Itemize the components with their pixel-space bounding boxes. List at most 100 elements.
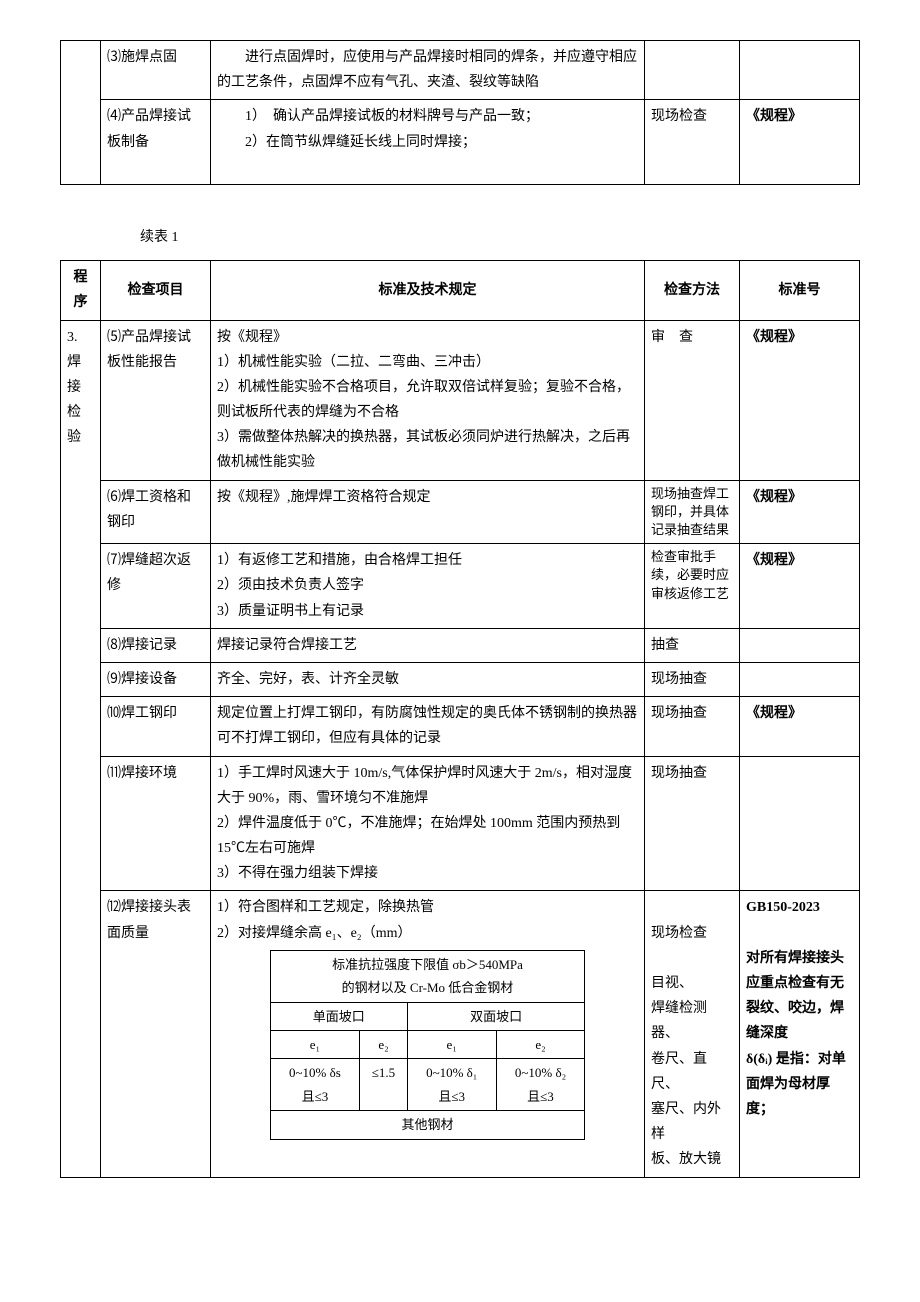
inner-val: 且≤3	[438, 1089, 465, 1104]
item-cell: ⑿焊接接头表面质量	[101, 891, 211, 1177]
main-table: 程序 检查项目 标准及技术规定 检查方法 标准号 3.焊接检验 ⑸产品焊接试板性…	[60, 260, 860, 1177]
spec-cell: 1）手工焊时风速大于 10m/s,气体保护焊时风速大于 2m/s，相对湿度大于 …	[211, 756, 645, 891]
method-cell: 审 查	[645, 320, 740, 480]
item-text: 焊接环境	[121, 766, 177, 781]
spec-line: 1）符合图样和工艺规定，除换热管	[217, 900, 434, 915]
method-line: 卷尺、直尺、	[651, 1052, 707, 1092]
item-number: ⑽	[107, 706, 121, 721]
item-text: 施焊点固	[121, 50, 177, 65]
spec-cell: 1）符合图样和工艺规定，除换热管 2）对接焊缝余高 e₁、e₂（mm） 标准抗拉…	[211, 891, 645, 1177]
table-caption: 续表 1	[140, 225, 860, 250]
spec-cell: 1）有返修工艺和措施，由合格焊工担任 2）须由技术负责人签字 3）质量证明书上有…	[211, 544, 645, 629]
inner-cell: 0~10% δ₂ 且≤3	[496, 1059, 585, 1111]
spec-line: 2）在筒节纵焊缝延长线上同时焊接；	[217, 135, 476, 150]
header-method: 检查方法	[645, 261, 740, 320]
spec-cell: 进行点固焊时，应使用与产品焊接时相同的焊条，并应遵守相应的工艺条件，点固焊不应有…	[211, 41, 645, 100]
table-row: 3.焊接检验 ⑸产品焊接试板性能报告 按《规程》 1）机械性能实验（二拉、二弯曲…	[61, 320, 860, 480]
inner-e2: e₂	[360, 1030, 408, 1058]
method-cell	[645, 41, 740, 100]
inner-e1: e₁	[407, 1030, 496, 1058]
spec-line: 2）须由技术负责人签字	[217, 578, 364, 593]
table-row: ⑶施焊点固 进行点固焊时，应使用与产品焊接时相同的焊条，并应遵守相应的工艺条件，…	[61, 41, 860, 100]
proc-cell	[61, 41, 101, 185]
item-cell: ⑸产品焊接试板性能报告	[101, 320, 211, 480]
inner-header-line: 的钢材以及 Cr-Mo 低合金钢材	[342, 980, 514, 995]
item-number: ⑼	[107, 672, 121, 687]
inner-val: 0~10% δ₂	[515, 1065, 566, 1080]
std-cell: 《规程》	[740, 697, 860, 756]
method-line: 塞尺、内外样	[651, 1102, 721, 1142]
header-spec: 标准及技术规定	[211, 261, 645, 320]
std-cell: 《规程》	[740, 100, 860, 185]
header-row: 程序 检查项目 标准及技术规定 检查方法 标准号	[61, 261, 860, 320]
section-label: 3.焊接检验	[67, 325, 94, 451]
item-number: ⑺	[107, 553, 121, 568]
item-text: 焊接设备	[121, 672, 177, 687]
spec-line: 3）需做整体热解决的换热器，其试板必须同炉进行热解决，之后再做机械性能实验	[217, 430, 630, 470]
top-table-fragment: ⑶施焊点固 进行点固焊时，应使用与产品焊接时相同的焊条，并应遵守相应的工艺条件，…	[60, 40, 860, 185]
inner-header-line: 标准抗拉强度下限值 σb＞540MPa	[332, 957, 523, 972]
method-line: 现场检查	[651, 926, 707, 941]
header-item: 检查项目	[101, 261, 211, 320]
std-cell: 《规程》	[740, 544, 860, 629]
item-number: ⑹	[107, 490, 121, 505]
item-text: 焊接记录	[121, 638, 177, 653]
std-cell	[740, 41, 860, 100]
spec-cell: 焊接记录符合焊接工艺	[211, 628, 645, 662]
item-number: ⑿	[107, 900, 121, 915]
item-cell: ⑷产品焊接试板制备	[101, 100, 211, 185]
spec-line: 按《规程》	[217, 330, 287, 345]
method-cell: 现场检查	[645, 100, 740, 185]
std-cell: 《规程》	[740, 320, 860, 480]
inner-val: 且≤3	[527, 1089, 554, 1104]
inner-spec-table: 标准抗拉强度下限值 σb＞540MPa 的钢材以及 Cr-Mo 低合金钢材 单面…	[270, 950, 586, 1140]
method-cell: 现场抽查	[645, 697, 740, 756]
header-std: 标准号	[740, 261, 860, 320]
spec-line: 1） 确认产品焊接试板的材料牌号与产品一致；	[217, 109, 539, 124]
item-cell: ⑺焊缝超次返修	[101, 544, 211, 629]
inner-cell: 0~10% δ₁ 且≤3	[407, 1059, 496, 1111]
item-number: ⑶	[107, 50, 121, 65]
std-cell	[740, 628, 860, 662]
spec-cell: 规定位置上打焊工钢印，有防腐蚀性规定的奥氏体不锈钢制的换热器可不打焊工钢印，但应…	[211, 697, 645, 756]
inner-val: 0~10% δs	[289, 1065, 341, 1080]
spec-line: 2）焊件温度低于 0℃，不准施焊；在始焊处 100mm 范围内预热到 15℃左右…	[217, 816, 620, 856]
method-cell: 现场抽查焊工钢印，并具体记录抽查结果	[645, 480, 740, 544]
spec-line: 1）有返修工艺和措施，由合格焊工担任	[217, 553, 462, 568]
std-cell: GB150-2023 对所有焊接接头应重点检查有无裂纹、咬边，焊缝深度 δ(δᵢ…	[740, 891, 860, 1177]
table-row: ⑼焊接设备 齐全、完好，表、计齐全灵敏 现场抽查	[61, 662, 860, 696]
method-cell: 现场检查 目视、 焊缝检测器、 卷尺、直尺、 塞尺、内外样 板、放大镜	[645, 891, 740, 1177]
section-cell: 3.焊接检验	[61, 320, 101, 1177]
spec-cell: 1） 确认产品焊接试板的材料牌号与产品一致； 2）在筒节纵焊缝延长线上同时焊接；	[211, 100, 645, 185]
inner-e2: e₂	[496, 1030, 585, 1058]
method-cell: 现场抽查	[645, 756, 740, 891]
std-line: 对所有焊接接头应重点检查有无裂纹、咬边，焊缝深度	[746, 951, 844, 1042]
inner-val: 0~10% δ₁	[426, 1065, 477, 1080]
spec-line: 2）机械性能实验不合格项目，允许取双倍试样复验；复验不合格，则试板所代表的焊缝为…	[217, 380, 630, 420]
item-number: ⑾	[107, 766, 121, 781]
std-cell	[740, 756, 860, 891]
spec-line: 1）机械性能实验（二拉、二弯曲、三冲击）	[217, 355, 490, 370]
table-row: ⑷产品焊接试板制备 1） 确认产品焊接试板的材料牌号与产品一致； 2）在筒节纵焊…	[61, 100, 860, 185]
item-cell: ⑼焊接设备	[101, 662, 211, 696]
item-cell: ⑶施焊点固	[101, 41, 211, 100]
item-cell: ⑽焊工钢印	[101, 697, 211, 756]
table-row: ⑺焊缝超次返修 1）有返修工艺和措施，由合格焊工担任 2）须由技术负责人签字 3…	[61, 544, 860, 629]
inner-cell: ≤1.5	[360, 1059, 408, 1111]
method-cell: 检查审批手续，必要时应审核返修工艺	[645, 544, 740, 629]
spec-line: 3）不得在强力组装下焊接	[217, 866, 378, 881]
item-number: ⑻	[107, 638, 121, 653]
inner-header: 标准抗拉强度下限值 σb＞540MPa 的钢材以及 Cr-Mo 低合金钢材	[270, 950, 585, 1002]
item-cell: ⑹焊工资格和钢印	[101, 480, 211, 544]
inner-footer: 其他钢材	[270, 1111, 585, 1139]
table-row: ⑿焊接接头表面质量 1）符合图样和工艺规定，除换热管 2）对接焊缝余高 e₁、e…	[61, 891, 860, 1177]
method-line: 板、放大镜	[651, 1152, 721, 1167]
inner-e1: e₁	[270, 1030, 360, 1058]
item-cell: ⑾焊接环境	[101, 756, 211, 891]
item-number: ⑷	[107, 109, 121, 124]
spec-line: 1）手工焊时风速大于 10m/s,气体保护焊时风速大于 2m/s，相对湿度大于 …	[217, 766, 632, 806]
inner-cell: 0~10% δs 且≤3	[270, 1059, 360, 1111]
item-number: ⑸	[107, 330, 121, 345]
table-row: ⑻焊接记录 焊接记录符合焊接工艺 抽查	[61, 628, 860, 662]
spec-line: 2）对接焊缝余高 e₁、e₂（mm）	[217, 926, 411, 941]
